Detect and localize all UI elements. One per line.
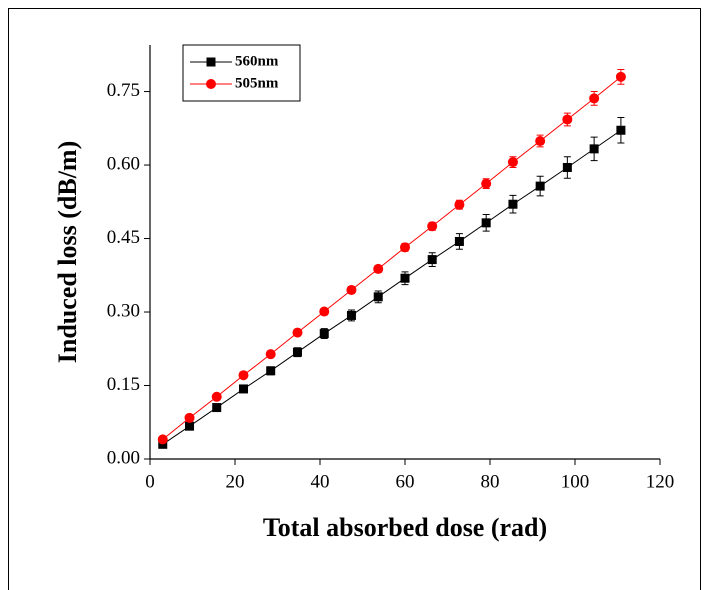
marker <box>481 178 492 189</box>
y-tick-label: 0.00 <box>107 447 140 468</box>
marker <box>535 136 546 147</box>
marker <box>266 366 276 376</box>
marker <box>211 391 222 402</box>
marker <box>562 114 573 125</box>
y-tick-label: 0.15 <box>107 374 140 395</box>
x-tick-label: 120 <box>646 471 675 492</box>
marker <box>507 157 518 168</box>
marker <box>535 181 545 191</box>
x-tick-label: 40 <box>311 471 330 492</box>
marker <box>319 329 329 339</box>
marker <box>319 306 330 317</box>
y-tick-label: 0.60 <box>107 153 140 174</box>
marker <box>212 403 222 413</box>
marker <box>265 349 276 360</box>
x-tick-label: 60 <box>396 471 415 492</box>
marker <box>400 273 410 283</box>
marker <box>562 162 572 172</box>
x-tick-label: 100 <box>561 471 590 492</box>
legend-label: 560nm <box>235 53 279 69</box>
marker <box>157 434 168 445</box>
marker <box>292 347 302 357</box>
series-line <box>162 76 622 440</box>
marker <box>373 263 384 274</box>
marker <box>373 292 383 302</box>
marker <box>292 327 303 338</box>
marker <box>346 310 356 320</box>
marker <box>185 421 195 431</box>
marker <box>589 93 600 104</box>
series-line <box>162 129 622 445</box>
marker <box>589 144 599 154</box>
legend-box <box>182 44 301 102</box>
marker <box>400 242 410 253</box>
legend-marker <box>206 57 216 67</box>
y-tick-label: 0.45 <box>107 227 140 248</box>
marker <box>184 412 195 423</box>
legend-label: 505nm <box>235 75 279 91</box>
marker <box>454 236 464 246</box>
x-tick-label: 80 <box>481 471 500 492</box>
y-tick-label: 0.30 <box>107 300 140 321</box>
x-axis-title: Total absorbed dose (rad) <box>263 513 547 542</box>
marker <box>346 284 357 295</box>
marker <box>239 384 248 394</box>
marker <box>427 255 437 265</box>
marker <box>481 218 491 228</box>
marker <box>238 370 249 381</box>
marker <box>508 199 518 209</box>
marker <box>427 221 438 232</box>
y-axis-title: Induced loss (dB/m) <box>53 141 82 364</box>
y-tick-label: 0.75 <box>107 80 140 101</box>
marker <box>615 71 626 82</box>
x-tick-label: 20 <box>226 471 245 492</box>
marker <box>616 125 626 135</box>
frame <box>8 8 701 590</box>
x-tick-label: 0 <box>145 471 155 492</box>
marker <box>454 199 465 210</box>
legend-marker <box>206 79 216 89</box>
